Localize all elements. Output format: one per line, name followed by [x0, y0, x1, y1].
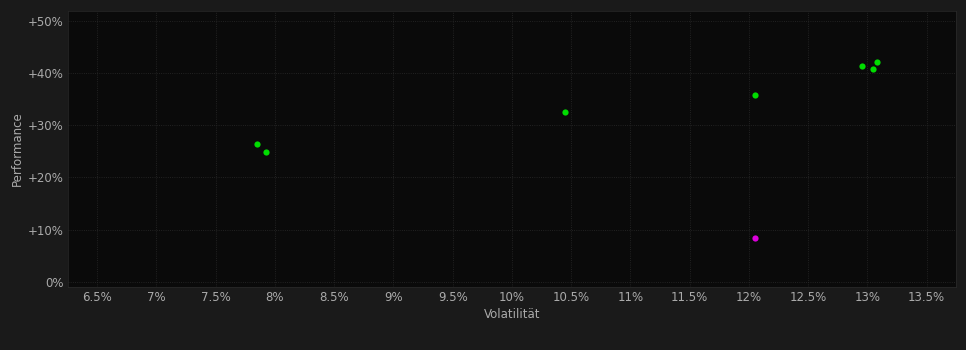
Y-axis label: Performance: Performance — [11, 111, 23, 186]
Point — [866, 66, 881, 72]
Point — [854, 63, 869, 69]
Point — [747, 236, 762, 241]
Point — [869, 59, 885, 64]
Point — [258, 149, 273, 155]
Point — [747, 92, 762, 98]
Point — [249, 141, 265, 146]
Point — [557, 110, 573, 115]
X-axis label: Volatilität: Volatilität — [484, 308, 540, 321]
